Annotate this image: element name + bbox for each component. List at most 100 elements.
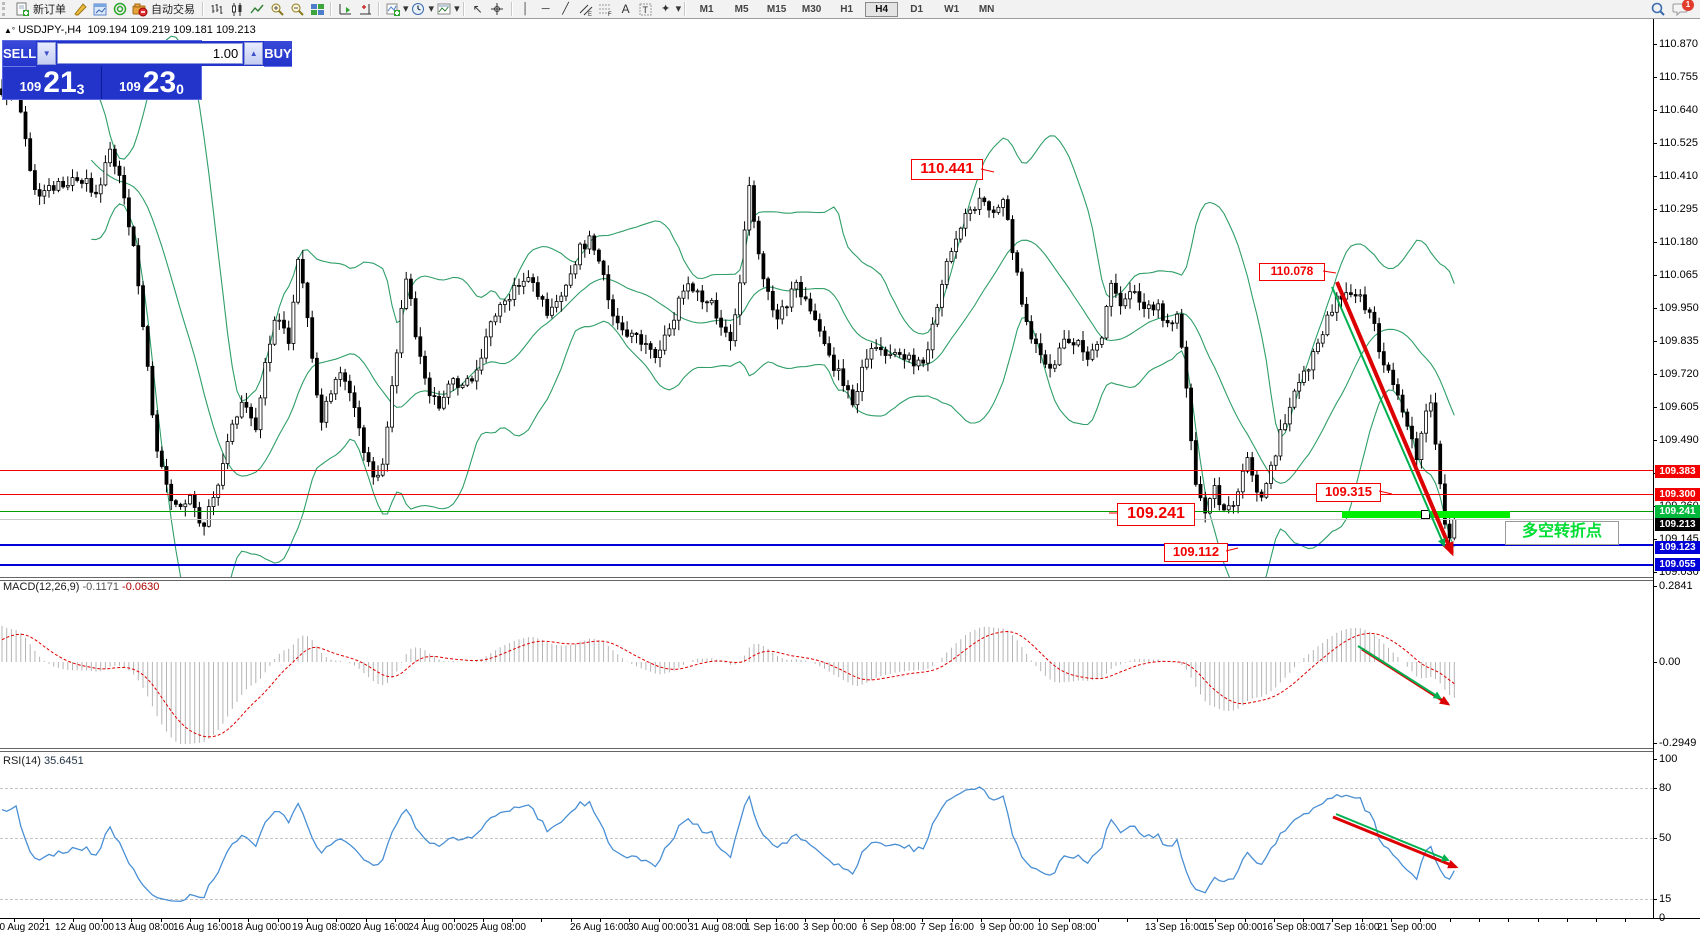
time-tick-mark bbox=[366, 918, 367, 922]
price-annotation-110.078[interactable]: 110.078 bbox=[1259, 263, 1325, 281]
time-axis-label: 3 Sep 00:00 bbox=[803, 922, 857, 933]
time-tick-mark bbox=[73, 918, 74, 922]
rsi-panel-separator[interactable] bbox=[0, 748, 1653, 752]
time-axis-label: 10 Aug 2021 bbox=[0, 922, 51, 933]
timeframe-button-m5[interactable]: M5 bbox=[734, 3, 749, 15]
new-order-label[interactable]: 新订单 bbox=[33, 4, 66, 16]
search-icon[interactable] bbox=[1648, 1, 1668, 17]
price-level-line-109.383[interactable] bbox=[0, 470, 1653, 471]
line-chart-icon[interactable] bbox=[247, 1, 267, 17]
price-tick-mark bbox=[1653, 110, 1657, 111]
broadcast-icon[interactable] bbox=[110, 1, 130, 17]
crayon-icon[interactable] bbox=[70, 1, 90, 17]
buy-button[interactable]: BUY bbox=[264, 41, 292, 67]
time-axis-label: 17 Sep 16:00 bbox=[1320, 922, 1380, 933]
time-tick-mark bbox=[1391, 918, 1392, 922]
timeframe-clock-icon[interactable] bbox=[409, 1, 429, 17]
dropdown-caret-icon[interactable]: ▾ bbox=[675, 2, 682, 15]
timeframe-button-h1[interactable]: H1 bbox=[840, 3, 854, 15]
price-level-line-109.300[interactable] bbox=[0, 494, 1653, 495]
time-tick-mark bbox=[307, 918, 308, 922]
price-tick-label: 109.605 bbox=[1659, 401, 1699, 413]
timeframe-button-m15[interactable]: M15 bbox=[766, 3, 787, 15]
time-tick-mark bbox=[219, 918, 220, 922]
price-badge-109.300: 109.300 bbox=[1655, 488, 1700, 501]
price-tick-mark bbox=[1653, 539, 1657, 540]
volume-increase-button[interactable]: ▲ bbox=[244, 42, 264, 65]
macd-tick-label: 0.00 bbox=[1659, 656, 1681, 668]
sell-button[interactable]: SELL bbox=[3, 41, 37, 67]
fibonacci-icon[interactable]: F bbox=[596, 1, 616, 17]
price-tick-mark bbox=[1653, 407, 1657, 408]
rsi-level-line bbox=[0, 788, 1653, 789]
time-tick-mark bbox=[805, 918, 806, 922]
volume-input[interactable] bbox=[57, 43, 244, 64]
timeframe-button-mn[interactable]: MN bbox=[978, 3, 995, 15]
add-indicator-icon[interactable] bbox=[383, 1, 403, 17]
price-tick-label: 109.835 bbox=[1659, 335, 1699, 347]
price-level-line-109.213[interactable] bbox=[0, 519, 1653, 520]
time-tick-mark bbox=[981, 918, 982, 922]
buy-price-big: 23 bbox=[142, 66, 177, 99]
zoom-out-icon[interactable] bbox=[287, 1, 307, 17]
price-annotation-109.241[interactable]: 109.241 bbox=[1117, 503, 1195, 526]
rsi-tick-mark bbox=[1653, 838, 1657, 839]
price-level-line-109.123[interactable] bbox=[0, 544, 1653, 546]
macd-tick-mark bbox=[1653, 586, 1657, 587]
price-annotation-110.441[interactable]: 110.441 bbox=[911, 159, 983, 180]
arrows-tool-icon[interactable]: ✦ bbox=[660, 2, 671, 15]
dropdown-caret-icon[interactable]: ▾ bbox=[403, 2, 409, 15]
time-tick-mark bbox=[1186, 918, 1187, 922]
timeframe-button-d1[interactable]: D1 bbox=[910, 3, 924, 15]
turning-point-label[interactable]: 多空转折点 bbox=[1505, 521, 1619, 545]
price-annotation-109.112[interactable]: 109.112 bbox=[1164, 543, 1228, 562]
volume-decrease-button[interactable]: ▼ bbox=[37, 42, 57, 65]
text-label-icon[interactable]: T bbox=[636, 1, 656, 17]
auto-scroll-icon[interactable] bbox=[335, 1, 355, 17]
horizontal-line-icon[interactable]: ─ bbox=[541, 2, 550, 15]
channel-icon[interactable]: E bbox=[576, 1, 596, 17]
macd-tick-label: -0.2949 bbox=[1659, 737, 1697, 749]
time-axis-label: 7 Sep 16:00 bbox=[920, 922, 974, 933]
chart-shift-icon[interactable] bbox=[355, 1, 375, 17]
chat-icon[interactable]: 1 bbox=[1668, 0, 1694, 17]
macd-panel-separator[interactable] bbox=[0, 577, 1653, 581]
trendline-icon[interactable]: ╱ bbox=[562, 2, 569, 15]
time-tick-mark bbox=[1625, 918, 1626, 922]
text-icon[interactable]: A bbox=[621, 1, 630, 16]
price-badge-109.123: 109.123 bbox=[1655, 541, 1700, 554]
time-tick-mark bbox=[922, 918, 923, 922]
chart-window-icon[interactable] bbox=[90, 1, 110, 17]
time-tick-mark bbox=[1420, 918, 1421, 922]
bar-chart-icon[interactable] bbox=[207, 1, 227, 17]
vertical-line-icon[interactable]: │ bbox=[522, 2, 530, 15]
cursor-icon[interactable]: ↖ bbox=[472, 1, 483, 16]
time-tick-mark bbox=[1508, 918, 1509, 922]
rsi-tick-mark bbox=[1653, 788, 1657, 789]
crosshair-icon[interactable] bbox=[488, 1, 508, 17]
candlestick-icon[interactable] bbox=[227, 1, 247, 17]
autotrading-label[interactable]: 自动交易 bbox=[151, 4, 195, 16]
timeframe-button-w1[interactable]: W1 bbox=[944, 3, 960, 15]
timeframe-button-m30[interactable]: M30 bbox=[801, 3, 822, 15]
dropdown-caret-icon[interactable]: ▾ bbox=[428, 2, 435, 15]
autotrading-icon[interactable] bbox=[130, 1, 150, 17]
price-level-line-109.055[interactable] bbox=[0, 564, 1653, 566]
time-tick-mark bbox=[1567, 918, 1568, 922]
sell-price[interactable]: 109 21 3 bbox=[3, 66, 102, 99]
toolbar-grip[interactable] bbox=[2, 2, 10, 16]
timeframe-button-h4[interactable]: H4 bbox=[865, 1, 899, 17]
templates-icon[interactable] bbox=[434, 1, 454, 17]
one-click-trading-panel: SELL ▼ ▲ BUY 109 21 3 109 23 0 bbox=[2, 40, 292, 100]
buy-price[interactable]: 109 23 0 bbox=[102, 66, 201, 99]
price-annotation-109.315[interactable]: 109.315 bbox=[1316, 483, 1381, 502]
timeframe-button-m1[interactable]: M1 bbox=[699, 3, 714, 15]
price-tick-label: 109.490 bbox=[1659, 434, 1699, 446]
time-tick-mark bbox=[454, 918, 455, 922]
tile-windows-icon[interactable] bbox=[307, 1, 327, 17]
price-badge-109.055: 109.055 bbox=[1655, 558, 1700, 571]
zoom-in-icon[interactable] bbox=[267, 1, 287, 17]
dropdown-caret-icon[interactable]: ▾ bbox=[454, 2, 460, 15]
buy-price-sup: 0 bbox=[176, 81, 184, 97]
new-order-icon[interactable] bbox=[12, 1, 32, 17]
